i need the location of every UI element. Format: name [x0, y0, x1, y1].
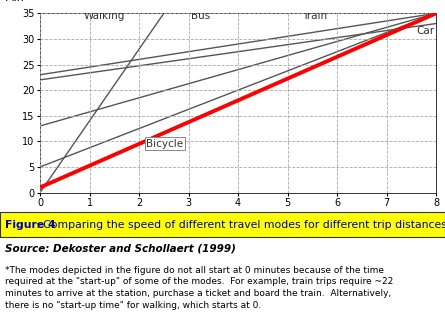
Text: Min: Min: [4, 0, 24, 3]
Text: Car: Car: [417, 26, 434, 36]
Text: *The modes depicted in the figure do not all start at 0 minutes because of the t: *The modes depicted in the figure do not…: [5, 266, 393, 310]
Text: : Comparing the speed of different travel modes for different trip distances*: : Comparing the speed of different trave…: [36, 220, 445, 230]
Text: Figure 4: Figure 4: [5, 220, 56, 230]
Text: Train: Train: [302, 11, 328, 21]
Text: Walking: Walking: [84, 11, 125, 21]
Text: km: km: [440, 225, 445, 235]
Text: Bicycle: Bicycle: [146, 139, 184, 149]
Text: Source: Dekoster and Schollaert (1999): Source: Dekoster and Schollaert (1999): [5, 244, 236, 254]
Text: Bus: Bus: [191, 11, 210, 21]
